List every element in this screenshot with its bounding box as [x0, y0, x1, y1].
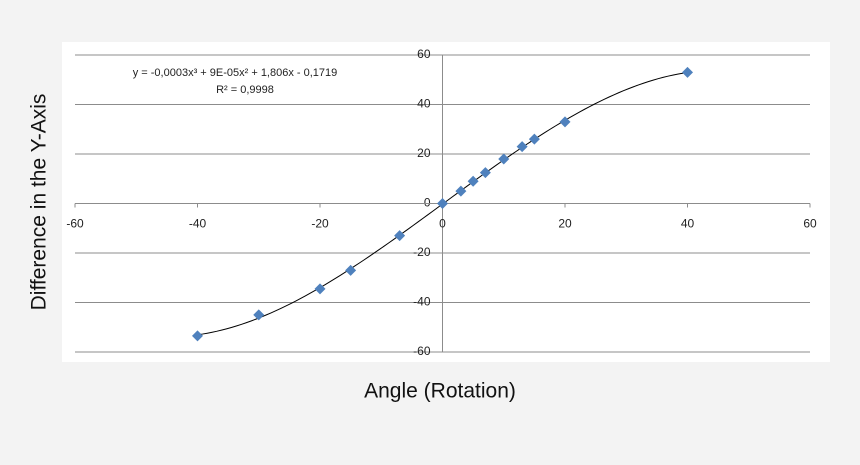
marker [455, 185, 467, 197]
marker [394, 230, 406, 242]
x-tick-label: -60 [66, 217, 84, 231]
marker [253, 309, 265, 321]
x-tick-label: 20 [558, 217, 572, 231]
x-tick-label: -40 [189, 217, 207, 231]
marker [559, 116, 571, 128]
marker [479, 167, 491, 179]
trendline-r2: R² = 0,9998 [216, 84, 274, 96]
y-tick-label: -20 [413, 245, 431, 259]
marker [516, 141, 528, 153]
marker [467, 175, 479, 187]
x-axis-label: Angle (Rotation) [364, 380, 516, 403]
trendline-equation: y = -0,0003x³ + 9E-05x² + 1,806x - 0,171… [133, 67, 338, 79]
y-tick-label: -40 [413, 295, 431, 309]
x-tick-label: -20 [311, 217, 329, 231]
x-tick-label: 0 [439, 217, 446, 231]
marker [498, 153, 510, 165]
marker [345, 264, 357, 276]
y-tick-label: 40 [417, 97, 431, 111]
y-tick-label: -60 [413, 344, 431, 358]
marker [528, 133, 540, 145]
y-axis-label: Difference in the Y-Axis [28, 94, 51, 311]
y-tick-label: 0 [424, 196, 431, 210]
y-tick-label: 20 [417, 146, 431, 160]
y-tick-label: 60 [417, 47, 431, 61]
x-tick-label: 40 [681, 217, 695, 231]
marker [314, 283, 326, 295]
marker [437, 198, 448, 209]
x-tick-label: 60 [803, 217, 817, 231]
marker [682, 66, 693, 78]
marker [192, 330, 203, 342]
